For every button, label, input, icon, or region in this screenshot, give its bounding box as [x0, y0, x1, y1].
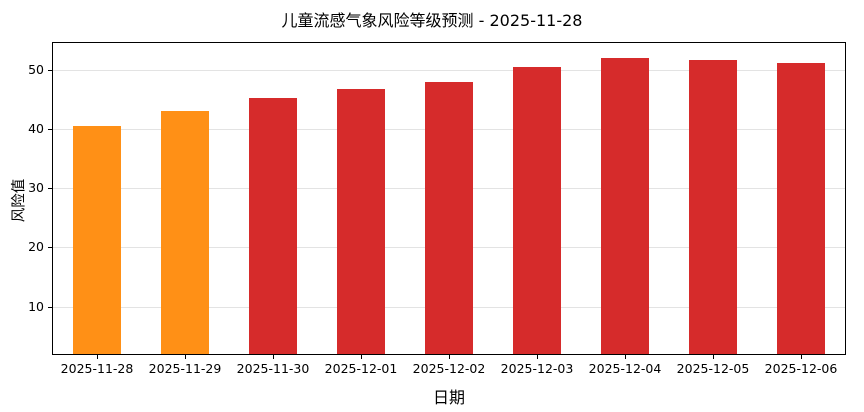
x-tick-mark	[625, 355, 626, 359]
y-tick-mark	[48, 306, 52, 308]
y-tick-label: 10	[28, 298, 44, 314]
x-tick-label: 2025-11-29	[148, 361, 222, 376]
x-tick-label: 2025-12-05	[676, 361, 750, 376]
x-tick-label: 2025-12-02	[412, 361, 486, 376]
y-tick-mark	[48, 247, 52, 249]
x-tick-mark	[537, 355, 538, 359]
bar-2025-12-02	[425, 81, 473, 354]
bar-2025-11-28	[73, 125, 121, 354]
x-tick-label: 2025-12-06	[764, 361, 838, 376]
x-tick-label: 2025-12-01	[324, 361, 398, 376]
x-tick-mark	[185, 355, 186, 359]
x-tick-mark	[97, 355, 98, 359]
chart-title: 儿童流感气象风险等级预测 - 2025-11-28	[281, 11, 583, 30]
y-tick-label: 30	[28, 180, 44, 196]
x-tick-mark	[449, 355, 450, 359]
y-tick-label: 40	[28, 120, 44, 136]
x-tick-label: 2025-11-30	[236, 361, 310, 376]
bar-2025-12-04	[601, 57, 649, 354]
y-tick-mark	[48, 128, 52, 130]
x-tick-label: 2025-12-04	[588, 361, 662, 376]
x-tick-label: 2025-12-03	[500, 361, 574, 376]
bar-2025-12-01	[337, 89, 385, 354]
y-tick-label: 50	[28, 61, 44, 77]
gridline	[53, 69, 845, 71]
plot-area	[52, 42, 846, 355]
bar-2025-11-30	[249, 98, 297, 354]
x-tick-mark	[273, 355, 274, 359]
y-tick-mark	[48, 188, 52, 190]
y-tick-mark	[48, 69, 52, 71]
x-tick-label: 2025-11-28	[60, 361, 134, 376]
y-axis-label: 风险值	[11, 178, 28, 223]
bar-2025-12-03	[513, 66, 561, 354]
x-tick-mark	[361, 355, 362, 359]
bar-2025-12-05	[689, 59, 737, 354]
bar-2025-11-29	[161, 111, 209, 354]
x-tick-mark	[713, 355, 714, 359]
x-axis-label: 日期	[432, 388, 465, 407]
x-tick-mark	[801, 355, 802, 359]
y-tick-label: 20	[28, 239, 44, 255]
bar-2025-12-06	[777, 62, 825, 354]
